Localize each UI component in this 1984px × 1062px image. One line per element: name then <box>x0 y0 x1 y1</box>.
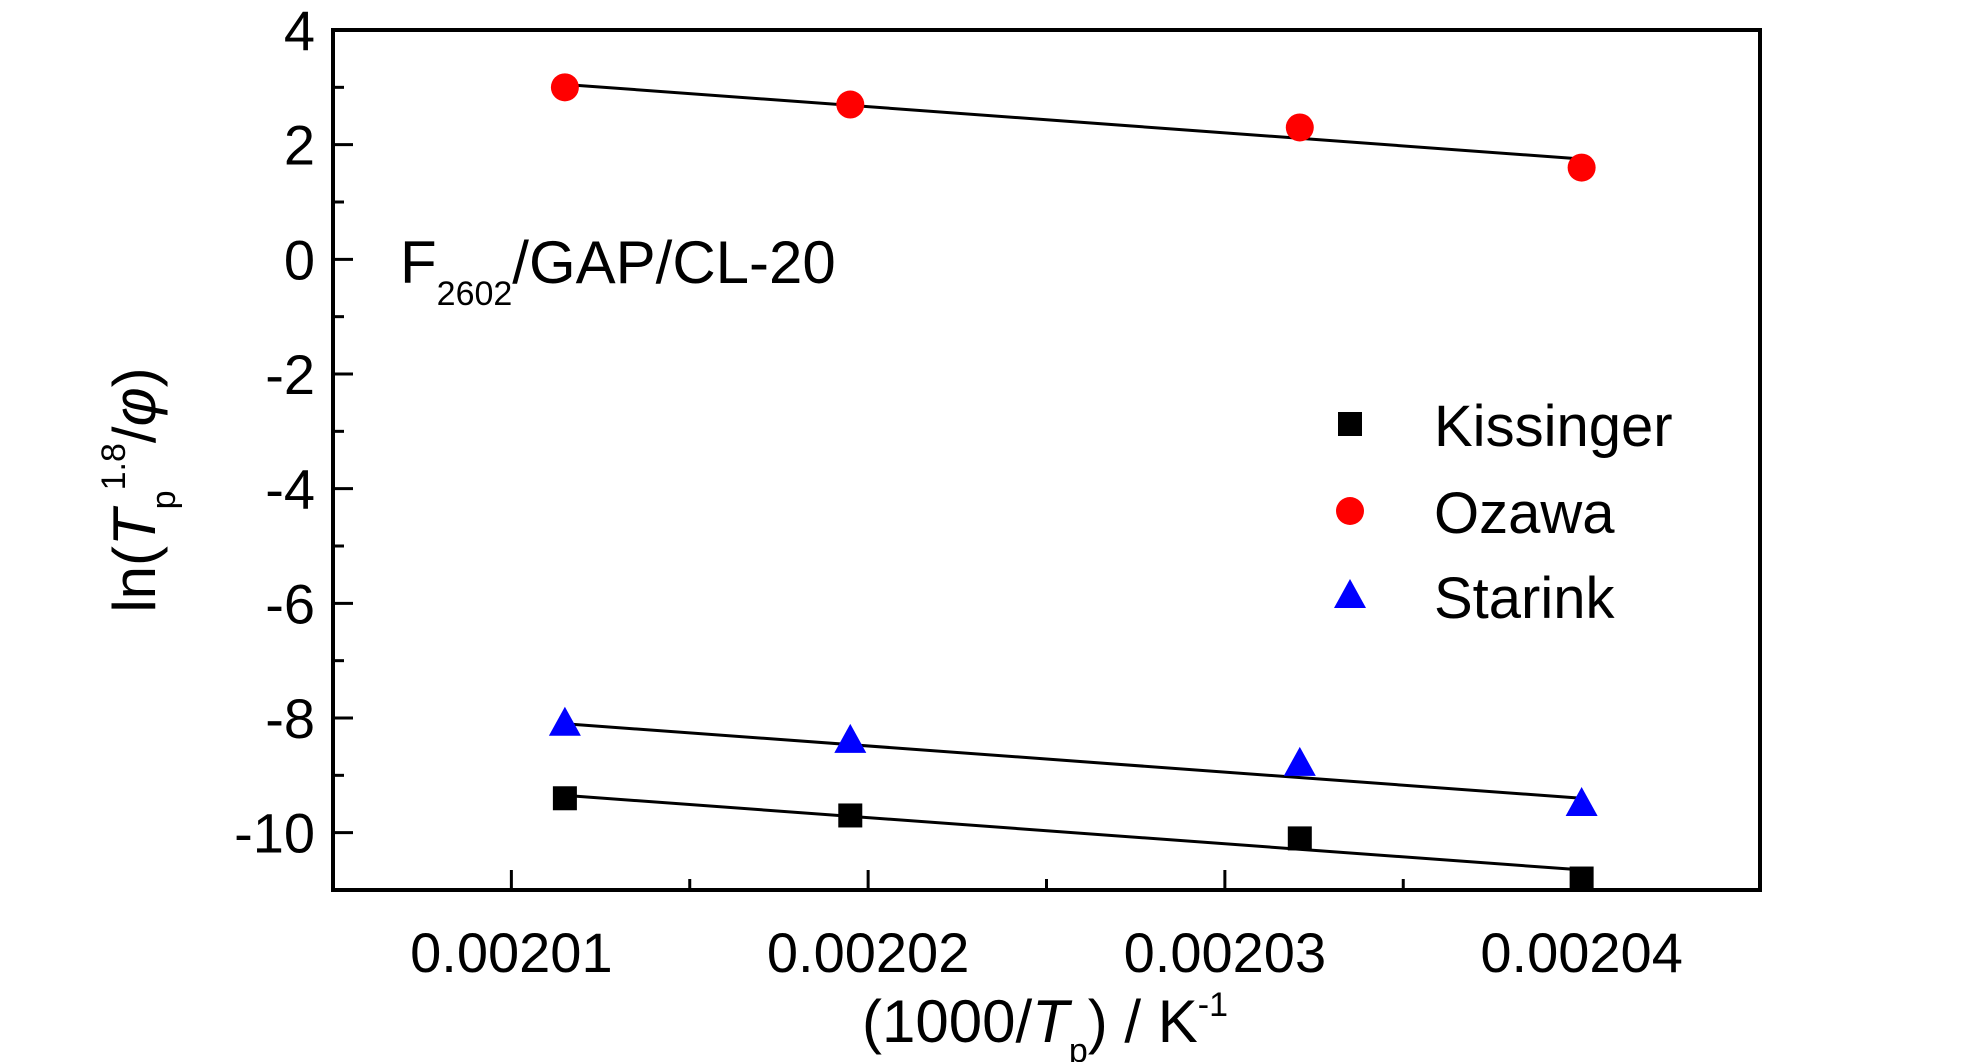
y-tick-label: -6 <box>265 572 315 635</box>
legend-ozawa-marker <box>1336 497 1364 525</box>
y-tick-label: -4 <box>265 458 315 521</box>
x-tick-label: 0.00204 <box>1480 921 1682 984</box>
kissinger-point <box>1287 826 1312 851</box>
annotation-rest: /GAP/CL-20 <box>512 229 835 296</box>
legend-starink-label: Starink <box>1434 566 1616 631</box>
kissinger-point <box>1569 866 1594 891</box>
plot-frame <box>331 28 1762 892</box>
y-title-sup: 1.8 <box>95 443 133 490</box>
y-title-post: ) <box>101 367 168 387</box>
x-axis-title: (1000/Tp) / K-1 <box>862 986 1228 1062</box>
starink-point <box>1283 746 1316 776</box>
kissinger-point <box>838 803 863 828</box>
x-title-sup: -1 <box>1198 986 1228 1024</box>
starink-point <box>548 706 581 736</box>
legend-kissinger-marker <box>1338 412 1362 436</box>
starink-point <box>1565 787 1598 816</box>
x-tick-label: 0.00203 <box>1124 921 1326 984</box>
ozawa-point <box>1285 113 1314 142</box>
y-axis-title: ln(Tp 1.8/φ) <box>95 367 183 612</box>
ozawa-point <box>836 90 865 119</box>
x-title-pre: (1000/ <box>862 988 1032 1055</box>
starink-fit-line <box>564 722 1582 800</box>
ozawa-point <box>1567 153 1596 182</box>
y-tick-label: 2 <box>284 114 315 177</box>
y-tick-label: -8 <box>265 687 315 750</box>
kissinger-point <box>552 786 577 811</box>
y-tick-label: 0 <box>284 228 315 291</box>
y-title-italic: T <box>101 505 168 546</box>
legend: Kissinger Ozawa Starink <box>1334 394 1673 631</box>
y-title-slash: / <box>101 426 168 443</box>
y-axis-ticks: -10 -8 -6 -4 -2 0 2 4 <box>234 0 353 892</box>
starink-point <box>834 723 867 753</box>
x-tick-label: 0.00201 <box>410 921 612 984</box>
kissinger-fit-line <box>564 793 1582 872</box>
fit-lines <box>564 82 1582 872</box>
legend-starink-marker <box>1334 579 1366 608</box>
y-tick-label: -2 <box>265 343 315 406</box>
y-tick-label: -10 <box>234 802 315 865</box>
y-title-sub: p <box>145 490 183 509</box>
x-title-sub: p <box>1069 1032 1088 1062</box>
chart-annotation: F2602/GAP/CL-20 <box>400 229 836 313</box>
y-title-phi: φ <box>101 387 168 426</box>
legend-ozawa-label: Ozawa <box>1434 481 1615 546</box>
x-title-italic: T <box>1032 988 1073 1055</box>
y-title-pre: ln( <box>101 546 168 613</box>
ozawa-point <box>550 73 579 102</box>
data-points <box>548 73 1598 891</box>
x-axis-ticks: 0.00201 0.00202 0.00203 0.00204 <box>331 870 1762 984</box>
y-tick-label: 4 <box>284 0 315 62</box>
ozawa-fit-line <box>564 82 1582 161</box>
annotation-main: F <box>400 229 437 296</box>
x-title-post: ) / K <box>1088 988 1198 1055</box>
annotation-subscript: 2602 <box>437 275 513 313</box>
legend-kissinger-label: Kissinger <box>1434 394 1673 459</box>
x-tick-label: 0.00202 <box>767 921 969 984</box>
